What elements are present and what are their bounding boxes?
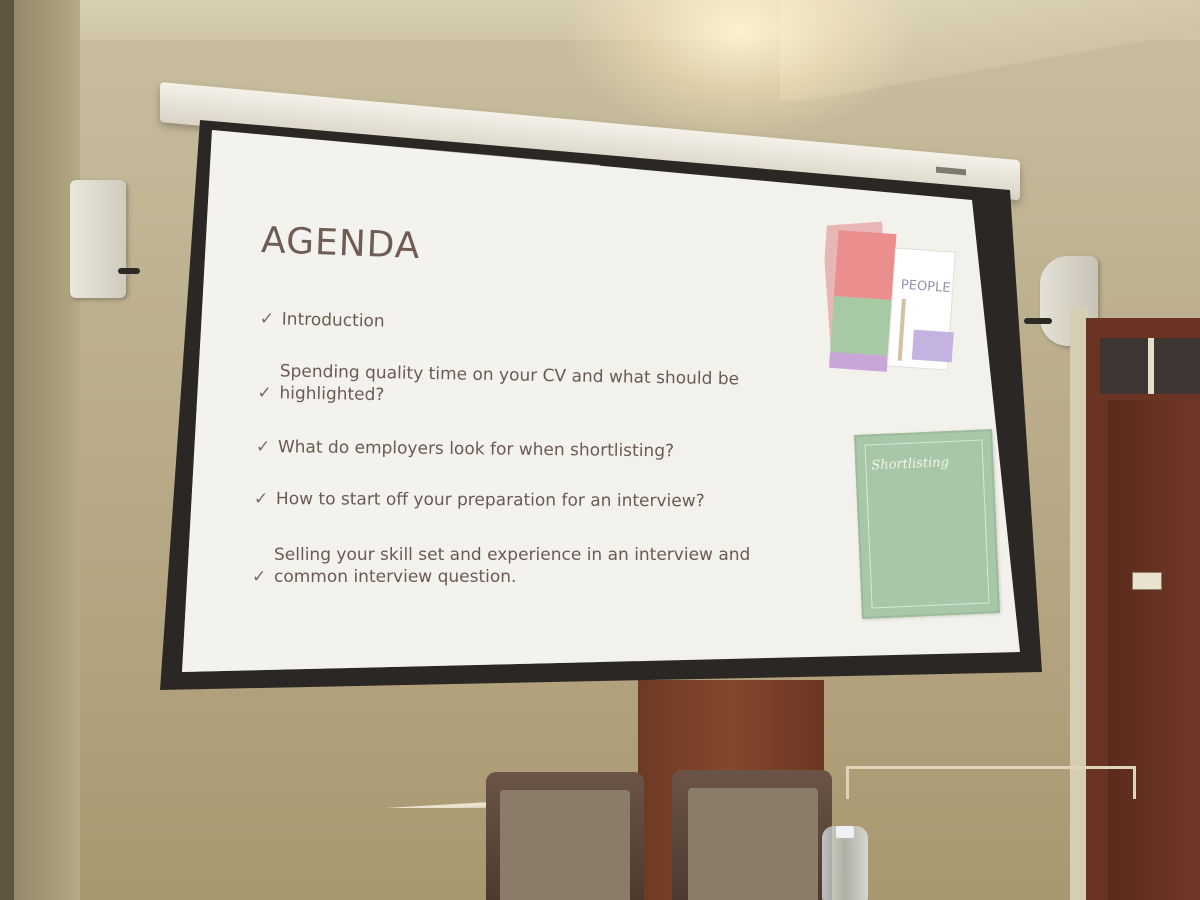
wall-molding <box>846 766 1136 799</box>
door-glass-divider <box>1148 338 1154 394</box>
check-icon: ✓ <box>257 382 272 404</box>
agenda-item: ✓ Spending quality time on your CV and wh… <box>257 360 739 412</box>
check-icon: ✓ <box>253 489 269 510</box>
slide-title: AGENDA <box>260 220 422 268</box>
check-icon: ✓ <box>252 567 267 587</box>
left-wall-edge <box>0 0 14 900</box>
agenda-item-text: What do employers look for when shortlis… <box>277 437 675 462</box>
book-image-shortlisting: Shortlisting <box>854 429 1000 619</box>
agenda-item-text: Selling your skill set and experience in… <box>274 545 751 587</box>
dado-rail <box>385 802 490 808</box>
book-image-people: PEOPLE <box>822 221 956 372</box>
door-sign <box>1132 572 1162 590</box>
agenda-item: ✓ Introduction <box>260 308 385 333</box>
chair-cushion <box>500 790 630 900</box>
agenda-item-text: How to start off your preparation for an… <box>275 489 705 512</box>
agenda-item: ✓ Selling your skill set and experience i… <box>252 544 750 588</box>
agenda-item-text: Introduction <box>281 309 385 332</box>
door[interactable] <box>1108 400 1200 900</box>
chair-cushion <box>688 788 818 900</box>
agenda-item-text: Spending quality time on your CV and wha… <box>279 361 740 406</box>
check-icon: ✓ <box>259 308 275 330</box>
check-icon: ✓ <box>255 436 271 458</box>
left-speaker <box>70 180 126 298</box>
book1-title: PEOPLE <box>900 278 951 296</box>
door-casing <box>1070 308 1088 900</box>
bottle-cap <box>836 826 854 838</box>
right-speaker-cable <box>1024 318 1052 324</box>
agenda-item: ✓ What do employers look for when shortli… <box>256 436 674 462</box>
agenda-item: ✓ How to start off your preparation for a… <box>254 488 705 512</box>
left-speaker-cable <box>118 268 140 274</box>
water-bottle <box>822 826 868 900</box>
